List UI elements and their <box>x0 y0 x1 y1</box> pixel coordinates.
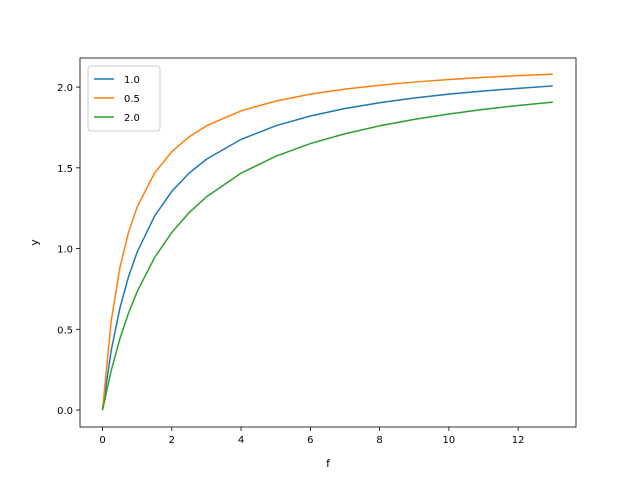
line-series <box>101 73 553 411</box>
x-axis-label: f <box>326 457 331 470</box>
x-tick-label: 10 <box>443 435 456 446</box>
y-tick-label: 0.0 <box>57 406 73 417</box>
line-series <box>101 85 553 411</box>
y-tick-label: 1.0 <box>57 245 73 256</box>
y-axis-label: y <box>28 239 41 246</box>
legend-label: 2.0 <box>124 113 140 124</box>
x-tick-label: 8 <box>376 435 382 446</box>
x-tick-label: 12 <box>512 435 525 446</box>
legend-box <box>87 65 161 132</box>
x-tick-label: 4 <box>238 435 244 446</box>
y-tick-label: 1.5 <box>57 164 73 175</box>
legend-label: 0.5 <box>124 94 140 105</box>
line-series <box>101 101 553 411</box>
x-tick-label: 0 <box>99 435 105 446</box>
legend: 1.0 0.5 2.0 <box>87 65 161 132</box>
x-tick-label: 6 <box>307 435 313 446</box>
plot-frame <box>79 57 577 428</box>
y-tick-label: 0.5 <box>57 325 73 336</box>
legend-label: 1.0 <box>124 75 140 86</box>
y-tick-label: 2.0 <box>57 83 73 94</box>
x-tick-label: 2 <box>169 435 175 446</box>
